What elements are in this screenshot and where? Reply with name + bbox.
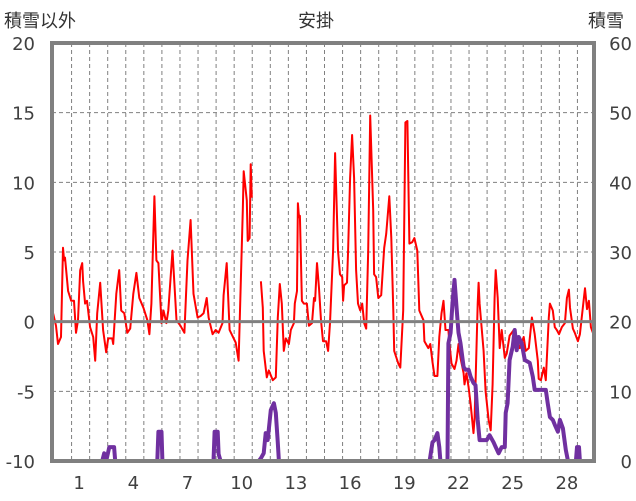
- x-tick-label: 7: [182, 473, 193, 494]
- x-tick-label: 10: [230, 473, 253, 494]
- x-tick-label: 25: [501, 473, 524, 494]
- left-axis-title: 積雪以外: [4, 11, 76, 32]
- x-tick-label: 13: [284, 473, 307, 494]
- right-y-tick-label: 30: [609, 243, 632, 264]
- chart-title: 安掛: [298, 11, 334, 32]
- right-axis-title: 積雪: [588, 11, 624, 32]
- left-y-tick-label: 0: [24, 313, 35, 334]
- x-tick-label: 1: [73, 473, 84, 494]
- right-y-tick-label: 10: [609, 382, 632, 403]
- left-y-tick-label: 20: [12, 34, 35, 55]
- right-y-tick-label: 60: [609, 34, 632, 55]
- series-layer: [52, 114, 594, 463]
- left-y-tick-label: -5: [17, 382, 35, 403]
- plot-frame: [50, 41, 596, 463]
- right-y-tick-label: 50: [609, 104, 632, 125]
- right-y-tick-label: 0: [621, 452, 632, 473]
- right-y-tick-label: 20: [609, 313, 632, 334]
- x-tick-label: 19: [393, 473, 416, 494]
- left-y-tick-label: 15: [12, 104, 35, 125]
- left-y-tick-label: 5: [24, 243, 35, 264]
- gridlines: [52, 43, 594, 461]
- left-y-tick-label: -10: [6, 452, 35, 473]
- left-y-tick-label: 10: [12, 173, 35, 194]
- x-tick-label: 28: [555, 473, 578, 494]
- snow-depth-line: [52, 277, 593, 463]
- x-tick-label: 16: [339, 473, 362, 494]
- right-y-tick-label: 40: [609, 173, 632, 194]
- x-tick-label: 4: [128, 473, 139, 494]
- non-snow-line: [52, 114, 594, 435]
- x-tick-label: 22: [447, 473, 470, 494]
